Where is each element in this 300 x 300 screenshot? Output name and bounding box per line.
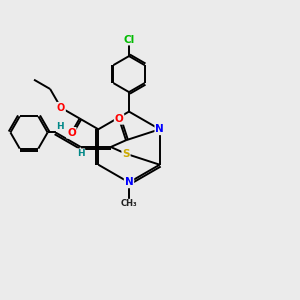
Text: H: H [77,149,85,158]
Text: H: H [57,122,64,131]
Text: O: O [57,103,65,113]
Text: Cl: Cl [123,34,135,45]
Text: O: O [67,128,76,138]
Text: O: O [115,114,123,124]
Text: N: N [155,124,164,134]
Text: CH₃: CH₃ [121,200,137,208]
Text: S: S [122,149,130,159]
Text: N: N [124,177,134,188]
